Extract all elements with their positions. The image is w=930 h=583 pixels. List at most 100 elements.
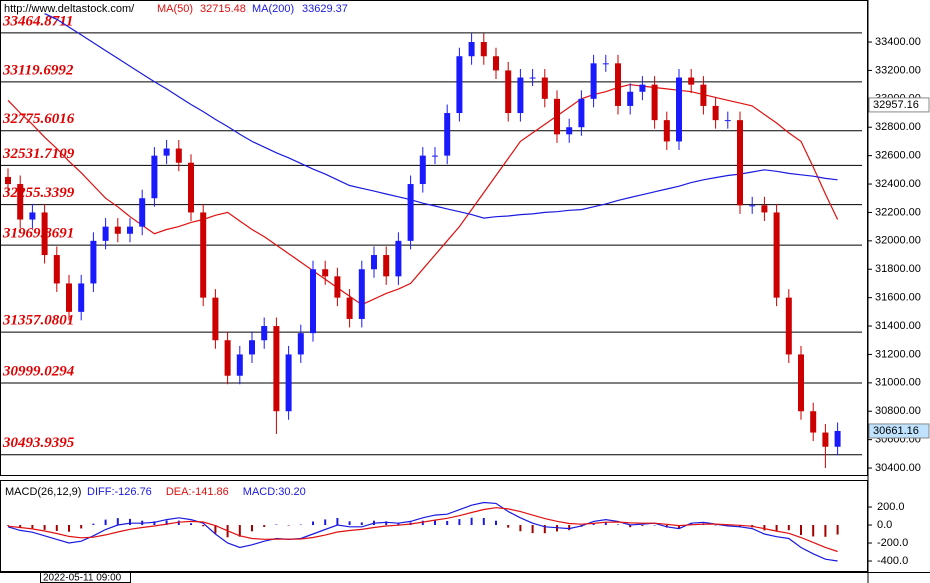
candle-body	[358, 269, 365, 319]
legend-value: 33629.37	[302, 3, 348, 15]
candle-body	[285, 354, 292, 412]
price-tag-box	[868, 423, 930, 439]
candle-body	[200, 212, 207, 298]
candle-body	[395, 240, 402, 277]
level-label: 32255.3399	[2, 185, 75, 201]
macd-bar	[92, 523, 95, 526]
candle-body	[407, 184, 414, 241]
candle-body	[139, 198, 146, 227]
macd-bar	[397, 523, 400, 526]
candle-body	[676, 77, 682, 142]
macd-bar	[507, 525, 510, 528]
macd-bar	[324, 519, 327, 526]
macd-bar	[568, 525, 571, 531]
macd-bar	[165, 520, 168, 526]
candle-body	[761, 205, 768, 213]
macd-bar	[714, 525, 717, 526]
candle-body	[188, 162, 194, 213]
candle-body	[78, 283, 85, 312]
macd-bar	[312, 521, 314, 526]
macd-bar	[68, 525, 70, 532]
y-tick-label: 31200.00	[875, 348, 921, 360]
legend-name: MA(50)	[157, 3, 193, 15]
macd-bar	[421, 520, 424, 526]
level-label: 33464.8711	[2, 13, 73, 29]
candle-body	[334, 276, 341, 298]
y-tick-label: 31400.00	[875, 320, 921, 332]
candle-body	[444, 113, 451, 156]
level-label: 31357.0801	[2, 313, 74, 329]
y-tick-label: -400.0	[877, 555, 908, 567]
y-tick-label: 32000.00	[875, 235, 921, 247]
level-label: 31969.8691	[2, 226, 74, 242]
macd-bar	[116, 518, 119, 526]
candle-body	[834, 430, 841, 447]
macd-bar	[104, 519, 107, 526]
y-tick-label: 31600.00	[875, 292, 921, 304]
y-tick-label: 30800.00	[875, 405, 921, 417]
y-tick-label: 33400.00	[875, 36, 921, 48]
level-label: 33119.6992	[2, 62, 74, 78]
candle-body	[712, 105, 719, 121]
legend-value: 32715.48	[200, 3, 246, 15]
macd-bar	[519, 525, 522, 532]
moving-average	[7, 83, 839, 306]
macd-bar	[177, 520, 180, 526]
candle-body	[505, 70, 512, 114]
y-tick-label: 200.0	[877, 501, 905, 513]
candle-body	[578, 98, 585, 128]
macd-bar	[299, 524, 302, 526]
macd-bar	[7, 525, 9, 526]
price-tag: 30661.16	[873, 425, 919, 437]
candle-body	[737, 120, 743, 206]
candle-body	[785, 297, 792, 355]
candle-body	[810, 411, 817, 433]
candle-body	[163, 148, 170, 156]
y-tick-label: 32800.00	[875, 121, 921, 133]
price-tag: 32957.16	[873, 99, 919, 111]
macd-bar	[531, 525, 534, 534]
macd-bar	[287, 525, 290, 526]
candle-body	[236, 354, 243, 376]
candle-body	[224, 340, 231, 376]
candle-body	[456, 56, 463, 114]
macd-bar	[482, 518, 485, 526]
y-tick-label: -200.0	[877, 537, 908, 549]
candle-body	[493, 56, 499, 71]
candle-body	[773, 212, 780, 298]
candle-body	[322, 269, 329, 277]
candle-body	[297, 333, 304, 355]
source: http://www.deltastock.com/	[4, 3, 135, 15]
y-tick-label: 31800.00	[875, 263, 921, 275]
price-tag-box	[868, 97, 930, 113]
y-tick-label: 33200.00	[875, 64, 921, 76]
candle-body	[749, 205, 756, 207]
candle-body	[346, 297, 353, 319]
candle-body	[554, 98, 560, 135]
macd-bar	[812, 525, 815, 537]
macd-bar	[763, 525, 766, 531]
candle-body	[383, 255, 390, 277]
macd-bar	[434, 520, 436, 526]
candle-body	[590, 63, 597, 99]
candle-body	[651, 84, 658, 121]
candle-body	[66, 283, 72, 312]
macd-bar	[263, 525, 266, 527]
candle-body	[529, 77, 536, 79]
macd-line	[7, 507, 838, 553]
candle-body	[102, 226, 109, 241]
candle-body	[517, 77, 524, 114]
level-label: 32775.6016	[2, 111, 75, 127]
macd-bar	[19, 525, 22, 528]
macd-bar	[348, 521, 351, 526]
candle-body	[688, 77, 695, 85]
legend-name: MA(200)	[252, 3, 294, 15]
level-label: 32531.7109	[2, 146, 75, 162]
candle-body	[480, 42, 487, 57]
candle-body	[53, 255, 60, 284]
macd-bar	[824, 525, 827, 537]
candle-body	[724, 120, 731, 122]
candle-body	[663, 120, 670, 142]
candle-body	[249, 340, 255, 355]
